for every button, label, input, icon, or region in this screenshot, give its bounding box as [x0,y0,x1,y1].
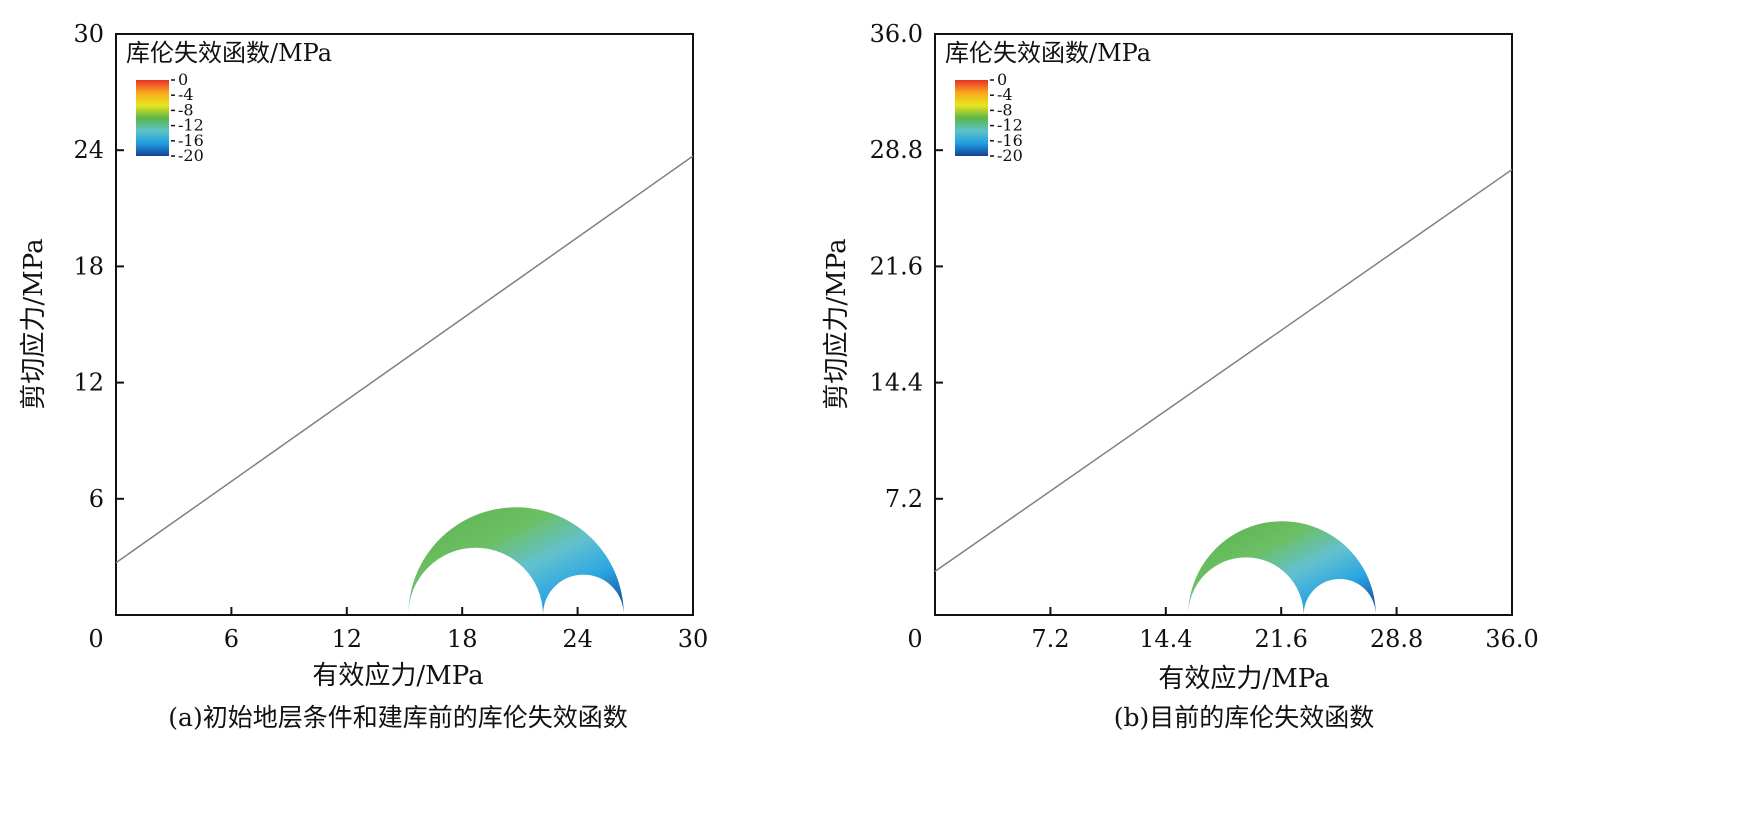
colorbar-tick-label: -16 [178,131,204,150]
colorbar-gradient [136,80,169,156]
x-tick-label: 24 [562,625,593,653]
colorbar-ticks: 0-4-8-12-16-20 [171,70,204,165]
x-tick-label: 28.8 [1370,625,1423,653]
panel-caption: (b)目前的库伦失效函数 [1114,703,1375,732]
y-tick-label: 14.4 [870,369,923,397]
colorbar-tick-label: -4 [178,85,194,104]
x-axis-label: 有效应力/MPa [1158,664,1329,694]
colorbar-legend: 库伦失效函数/MPa 0-4-8-12-16-20 [126,39,332,165]
x-tick-label: 12 [332,625,363,653]
x-tick-label: 0 [88,625,103,653]
colorbar-tick-label: -20 [178,146,204,165]
panel-b: 0 7.2 14.4 21.6 28.8 36.0 7.2 14.4 21.6 28.8 36.0… [822,20,1539,732]
x-tick-label: 14.4 [1139,625,1192,653]
colorbar-gradient [955,80,988,156]
colorbar-tick-label: -8 [178,100,194,119]
failure-line [934,168,1513,573]
x-tick-label: 0 [907,625,922,653]
x-tick-label: 21.6 [1254,625,1307,653]
colorbar-tick-label: 0 [178,70,188,89]
y-axis: 6 12 18 24 30 [73,20,124,513]
plot-frame [934,33,1513,616]
colorbar-title: 库伦失效函数/MPa [126,39,332,67]
x-tick-label: 36.0 [1485,625,1538,653]
y-axis-label: 剪切应力/MPa [822,238,852,409]
colorbar-tick-label: -12 [178,116,204,135]
colorbar-tick-label: -8 [997,100,1013,119]
mohr-circles [408,507,624,615]
y-tick-label: 21.6 [870,252,923,280]
x-tick-label: 7.2 [1031,625,1069,653]
x-axis: 0 7.2 14.4 21.6 28.8 36.0 [907,607,1539,653]
y-tick-label: 24 [73,136,104,164]
x-axis-label: 有效应力/MPa [312,661,483,691]
mohr-circles [1188,521,1376,615]
colorbar-title: 库伦失效函数/MPa [945,39,1151,67]
colorbar-tick-label: -20 [997,146,1023,165]
colorbar-ticks: 0-4-8-12-16-20 [990,70,1023,165]
colorbar-legend: 库伦失效函数/MPa 0-4-8-12-16-20 [945,39,1151,165]
y-axis: 7.2 14.4 21.6 28.8 36.0 [870,20,943,513]
y-tick-label: 30 [73,20,104,48]
x-tick-label: 6 [224,625,239,653]
x-axis: 0 6 12 18 24 30 [88,607,708,653]
colorbar-tick-label: -4 [997,85,1013,104]
y-tick-label: 18 [73,252,104,280]
panel-a: 0 6 12 18 24 30 6 12 18 24 30 有效应力/MPa 剪切应力/MPa (… [19,20,708,732]
x-tick-label: 30 [678,625,709,653]
colorbar-tick-label: -16 [997,131,1023,150]
y-axis-label: 剪切应力/MPa [19,238,49,409]
y-tick-label: 7.2 [885,485,923,513]
y-tick-label: 28.8 [870,136,923,164]
y-tick-label: 12 [73,369,104,397]
x-tick-label: 18 [447,625,478,653]
plot-frame [115,33,694,616]
colorbar-tick-label: 0 [997,70,1007,89]
colorbar-tick-label: -12 [997,116,1023,135]
panel-caption: (a)初始地层条件和建库前的库伦失效函数 [168,703,627,732]
failure-line [115,155,694,564]
y-tick-label: 6 [89,485,104,513]
y-tick-label: 36.0 [870,20,923,48]
